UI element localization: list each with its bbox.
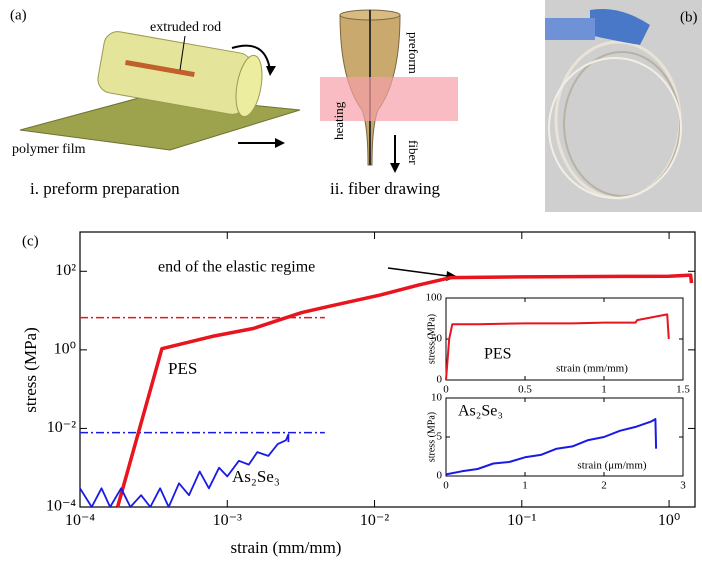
step-label: ii. fiber drawing [330, 179, 440, 198]
preform-roll [97, 31, 276, 118]
x-axis-label: strain (mm/mm) [231, 538, 342, 557]
x-axis-label: strain (μm/mm) [577, 460, 646, 472]
heating-label: heating [331, 101, 346, 140]
line [79, 433, 290, 508]
x-tick-label: 10⁻³ [213, 512, 242, 529]
x-tick-label: 1 [522, 479, 528, 491]
series-label: As₂Se₃ [458, 403, 503, 420]
y-tick-label: 10⁻² [47, 419, 76, 436]
photo [545, 0, 702, 212]
y-axis-label: stress (MPa) [426, 314, 437, 364]
x-tick-label: 10⁻¹ [507, 512, 536, 529]
y-tick-label: 10⁰ [54, 341, 76, 358]
line [115, 273, 694, 508]
x-tick-label: 10⁻⁴ [65, 512, 95, 529]
series-label: PES [168, 359, 197, 378]
y-tick-label: 50 [431, 333, 443, 345]
film-label: polymer film [12, 142, 86, 157]
panel-label: (c) [22, 233, 39, 249]
y-tick-label: 0 [437, 374, 443, 386]
plot-frame [79, 231, 696, 508]
panel-label: (b) [680, 9, 698, 25]
y-tick-label: 10² [55, 262, 76, 279]
x-tick-label: 10⁰ [658, 512, 680, 529]
preform-label: preform [406, 32, 421, 74]
panel-label: (a) [10, 7, 27, 23]
y-axis-label: stress (MPa) [426, 412, 437, 462]
inset-background [402, 288, 694, 494]
y-tick-label: 100 [426, 292, 443, 304]
annotation: end of the elastic regime [158, 259, 315, 276]
series-label: PES [484, 346, 512, 363]
y-tick-label: 10⁻⁴ [46, 498, 76, 515]
y-tick-label: 5 [437, 431, 443, 443]
y-axis-label: stress (MPa) [21, 327, 40, 412]
x-tick-label: 10⁻² [360, 512, 389, 529]
x-tick-label: 1.5 [676, 383, 690, 395]
rod-label: extruded rod [150, 20, 221, 35]
line [445, 313, 670, 381]
x-tick-label: 3 [680, 479, 686, 491]
x-tick-label: 0.5 [518, 383, 532, 395]
x-axis-label: strain (mm/mm) [556, 363, 628, 375]
x-tick-label: 1 [601, 383, 607, 395]
line [445, 418, 658, 476]
x-tick-label: 2 [601, 479, 607, 491]
x-tick-label: 0 [443, 479, 449, 491]
fiber-label: fiber [406, 140, 421, 165]
heating-zone [320, 77, 458, 121]
series-label: As₂Se₃ [232, 467, 280, 486]
y-tick-label: 0 [437, 470, 443, 482]
x-tick-label: 0 [443, 383, 449, 395]
step-label: i. preform preparation [30, 179, 180, 198]
y-tick-label: 10 [431, 392, 443, 404]
